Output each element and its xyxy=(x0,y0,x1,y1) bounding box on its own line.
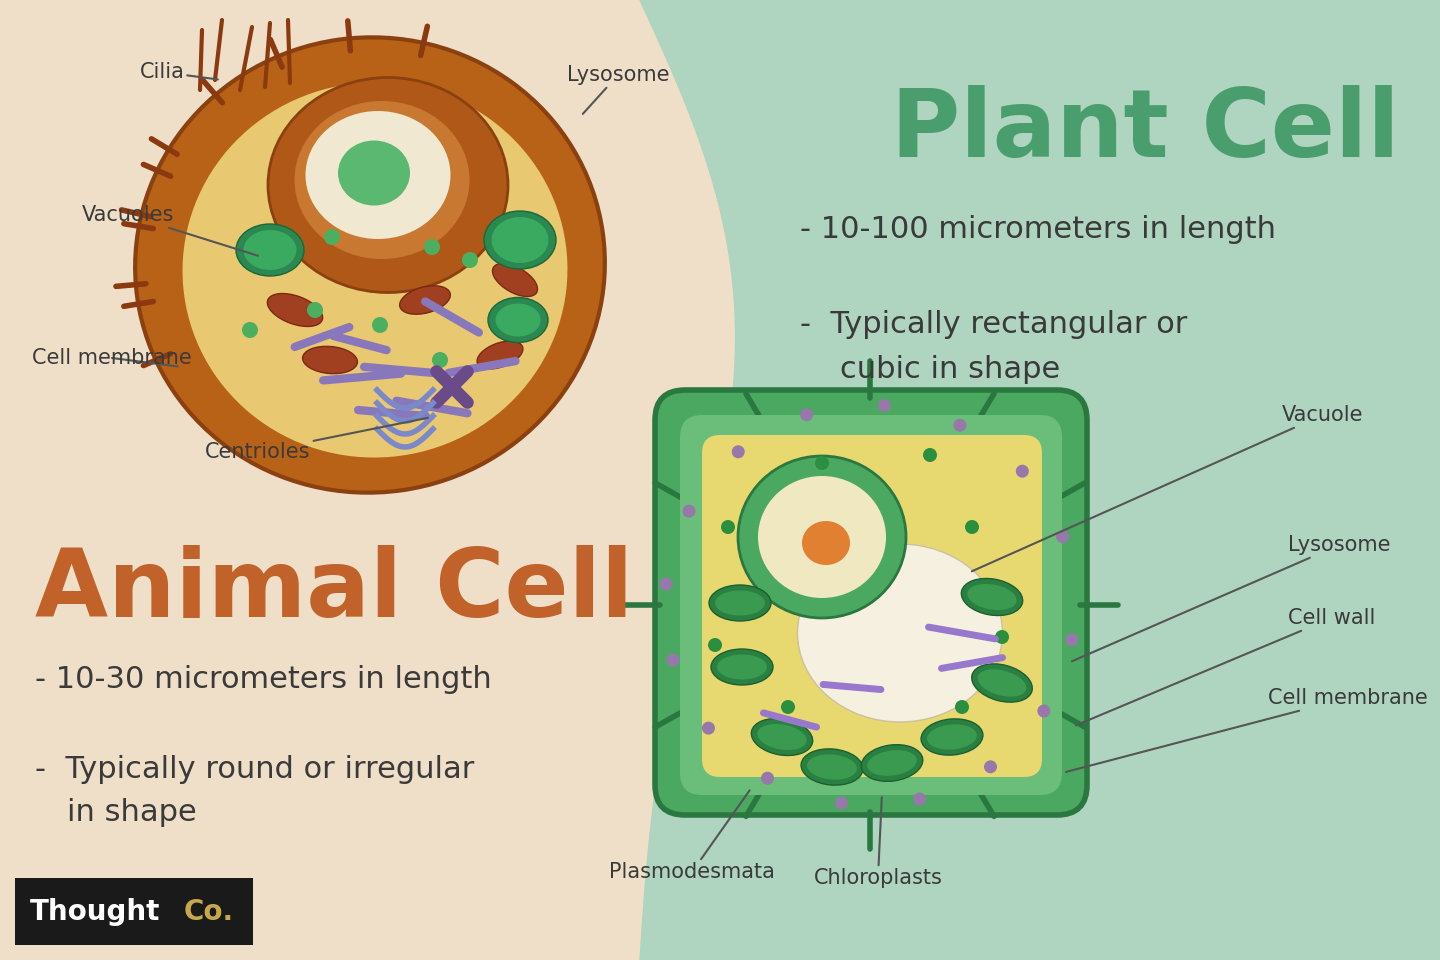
Text: Cell membrane: Cell membrane xyxy=(32,348,192,368)
Text: Lysosome: Lysosome xyxy=(567,65,670,114)
Ellipse shape xyxy=(978,669,1027,697)
Polygon shape xyxy=(639,0,1440,960)
Ellipse shape xyxy=(798,544,1002,722)
Ellipse shape xyxy=(1037,705,1050,717)
Bar xyxy=(14,878,253,945)
Ellipse shape xyxy=(716,590,765,615)
Ellipse shape xyxy=(708,638,721,652)
Ellipse shape xyxy=(484,211,556,269)
Ellipse shape xyxy=(739,456,906,618)
Text: Cell membrane: Cell membrane xyxy=(1066,688,1427,772)
Ellipse shape xyxy=(922,719,984,756)
Ellipse shape xyxy=(757,724,806,750)
Ellipse shape xyxy=(968,584,1017,610)
Text: Plant Cell: Plant Cell xyxy=(890,85,1400,177)
Ellipse shape xyxy=(815,456,829,470)
Text: Cilia: Cilia xyxy=(140,62,217,82)
Ellipse shape xyxy=(432,352,448,368)
Ellipse shape xyxy=(717,655,768,680)
Ellipse shape xyxy=(667,654,680,666)
Ellipse shape xyxy=(423,239,441,255)
Ellipse shape xyxy=(752,718,812,756)
Ellipse shape xyxy=(660,578,672,590)
Ellipse shape xyxy=(867,750,917,776)
Ellipse shape xyxy=(400,286,451,314)
Ellipse shape xyxy=(878,399,891,412)
Ellipse shape xyxy=(711,649,773,685)
Ellipse shape xyxy=(984,760,996,774)
Text: -  Typically rectangular or: - Typically rectangular or xyxy=(801,310,1188,339)
Ellipse shape xyxy=(243,230,297,270)
Ellipse shape xyxy=(972,664,1032,702)
Ellipse shape xyxy=(923,448,937,462)
Ellipse shape xyxy=(307,302,323,318)
Ellipse shape xyxy=(305,111,451,239)
Ellipse shape xyxy=(801,408,814,421)
Text: Cell wall: Cell wall xyxy=(1076,608,1375,726)
Ellipse shape xyxy=(861,745,923,781)
Ellipse shape xyxy=(491,217,549,263)
Ellipse shape xyxy=(955,700,969,714)
Ellipse shape xyxy=(913,793,926,805)
Text: Vacuoles: Vacuoles xyxy=(82,205,258,255)
Ellipse shape xyxy=(477,341,523,369)
FancyBboxPatch shape xyxy=(680,415,1063,795)
Text: Co.: Co. xyxy=(184,898,235,926)
Ellipse shape xyxy=(683,505,696,517)
Ellipse shape xyxy=(324,229,340,245)
Ellipse shape xyxy=(708,585,770,621)
Ellipse shape xyxy=(965,520,979,534)
Text: - 10-30 micrometers in length: - 10-30 micrometers in length xyxy=(35,665,491,694)
Ellipse shape xyxy=(372,317,387,333)
FancyBboxPatch shape xyxy=(655,390,1087,815)
Ellipse shape xyxy=(995,630,1009,644)
Text: Centrioles: Centrioles xyxy=(206,418,428,462)
Ellipse shape xyxy=(492,263,537,297)
Ellipse shape xyxy=(295,101,469,259)
Ellipse shape xyxy=(953,419,966,432)
Text: cubic in shape: cubic in shape xyxy=(840,355,1060,384)
Text: Thought: Thought xyxy=(30,898,160,926)
Ellipse shape xyxy=(835,797,848,809)
Ellipse shape xyxy=(1066,634,1079,646)
Ellipse shape xyxy=(760,772,775,784)
Ellipse shape xyxy=(302,347,357,373)
Text: Plasmodesmata: Plasmodesmata xyxy=(609,790,775,882)
Ellipse shape xyxy=(780,700,795,714)
Ellipse shape xyxy=(802,521,850,565)
Ellipse shape xyxy=(1015,465,1028,478)
Ellipse shape xyxy=(462,252,478,268)
Ellipse shape xyxy=(1056,530,1068,543)
Ellipse shape xyxy=(135,37,605,492)
Ellipse shape xyxy=(236,224,304,276)
Ellipse shape xyxy=(488,298,549,343)
Ellipse shape xyxy=(927,725,976,750)
Text: Chloroplasts: Chloroplasts xyxy=(814,797,942,888)
Ellipse shape xyxy=(242,322,258,338)
Ellipse shape xyxy=(806,755,857,780)
FancyBboxPatch shape xyxy=(703,435,1043,777)
Ellipse shape xyxy=(268,78,508,293)
Ellipse shape xyxy=(338,140,410,205)
Text: Lysosome: Lysosome xyxy=(1071,535,1391,661)
Ellipse shape xyxy=(701,722,714,734)
Text: Vacuole: Vacuole xyxy=(972,405,1364,571)
Ellipse shape xyxy=(757,476,886,598)
Text: Animal Cell: Animal Cell xyxy=(35,545,634,637)
Ellipse shape xyxy=(495,303,540,337)
Ellipse shape xyxy=(268,294,323,326)
Ellipse shape xyxy=(183,83,567,458)
Ellipse shape xyxy=(962,579,1022,615)
Text: - 10-100 micrometers in length: - 10-100 micrometers in length xyxy=(801,215,1276,244)
Ellipse shape xyxy=(732,445,744,458)
Ellipse shape xyxy=(721,520,734,534)
Text: -  Typically round or irregular: - Typically round or irregular xyxy=(35,755,474,784)
Text: in shape: in shape xyxy=(68,798,197,827)
Ellipse shape xyxy=(801,749,863,785)
